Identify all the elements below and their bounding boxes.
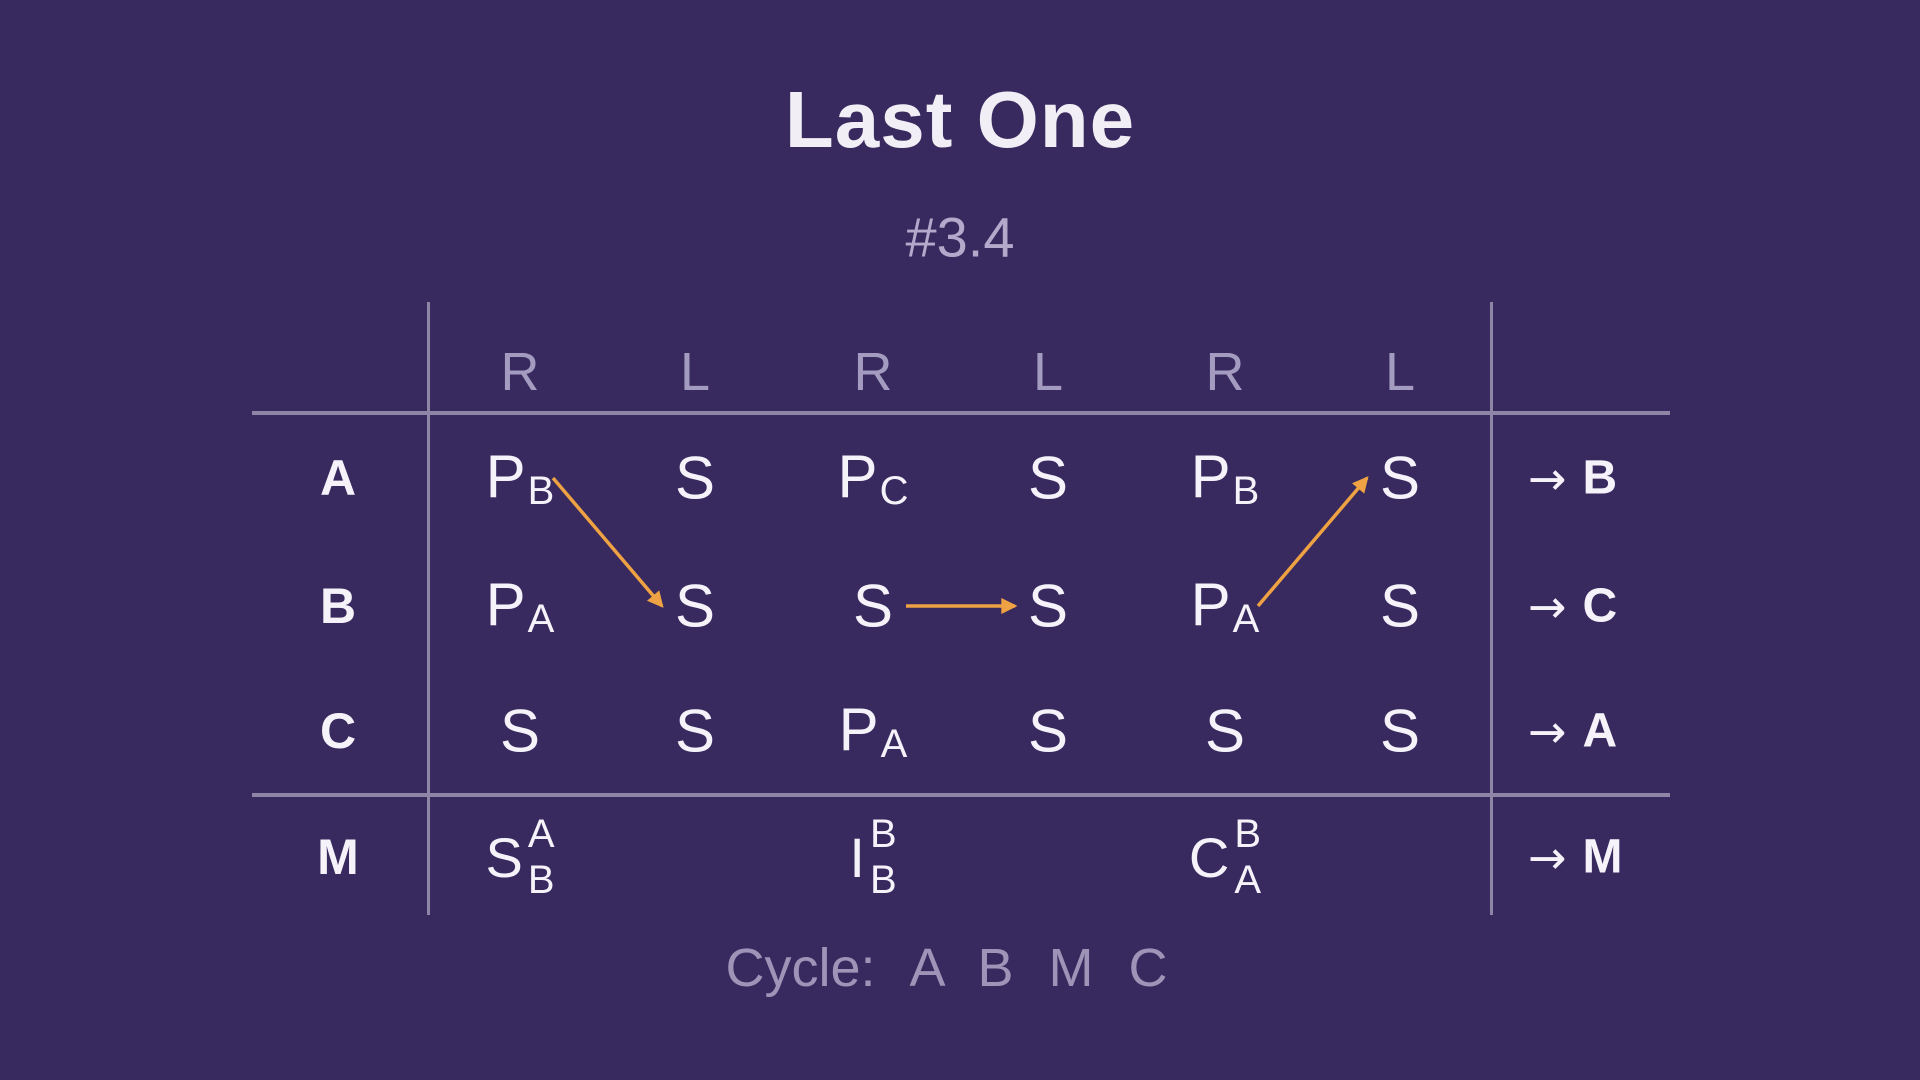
throw-main: P: [1190, 571, 1231, 638]
throw-main: S: [1379, 444, 1421, 512]
becomes-c: → C: [1528, 579, 1617, 634]
throw-target-subscript: A: [880, 722, 908, 766]
throw-target-subscript: C: [879, 469, 909, 513]
throw-cell: S: [1028, 444, 1068, 513]
throw-cell: S: [675, 572, 715, 641]
page-title: Last One: [784, 75, 1136, 164]
throw-cell: S: [853, 572, 893, 641]
throw-main: S: [1379, 697, 1421, 765]
throw-cell: S: [500, 697, 540, 766]
cycle-footer: Cycle: A B M C: [725, 937, 1170, 999]
throw-cell: PC: [838, 442, 909, 514]
throw-main: S: [674, 697, 716, 765]
throw-main: P: [485, 571, 526, 638]
throw-main: S: [852, 572, 894, 640]
throw-cell: S: [1380, 444, 1420, 513]
throw-target-subscript: A: [527, 597, 555, 641]
throw-cell: PA: [839, 695, 908, 767]
becomes-m: → M: [1528, 830, 1623, 885]
manipulation-superscript: B: [869, 812, 897, 856]
causal-arrow: [1256, 476, 1369, 608]
grid-line-vertical-left: [427, 302, 430, 915]
throw-cell: S: [675, 444, 715, 513]
next-role-letter: M: [1582, 830, 1623, 884]
throw-main: S: [499, 697, 541, 765]
row-label-a: A: [319, 450, 357, 506]
row-label-c: C: [319, 703, 357, 759]
manipulation-subscript: A: [1234, 858, 1262, 902]
throw-main: S: [1027, 697, 1069, 765]
throw-main: P: [837, 443, 878, 510]
right-arrow-icon: →: [1528, 830, 1567, 884]
next-role-letter: A: [1582, 704, 1618, 758]
throw-cell: S: [1028, 572, 1068, 641]
throw-main: S: [1379, 572, 1421, 640]
throw-target-subscript: B: [527, 469, 555, 513]
throw-target-subscript: B: [1232, 469, 1260, 513]
row-label-b: B: [319, 578, 357, 634]
next-role-letter: B: [1582, 451, 1618, 505]
hand-header-1: R: [500, 342, 540, 402]
throw-main: P: [838, 696, 879, 763]
throw-cell: PA: [1191, 570, 1260, 642]
throw-main: S: [1027, 444, 1069, 512]
becomes-a: → A: [1528, 704, 1617, 759]
throw-main: S: [1204, 697, 1246, 765]
hand-header-3: R: [853, 342, 893, 402]
throw-cell: S: [1380, 697, 1420, 766]
throw-cell: S: [1028, 697, 1068, 766]
throw-cell: S: [675, 697, 715, 766]
throw-cell: PA: [486, 570, 555, 642]
grid-line-vertical-right: [1490, 302, 1493, 915]
pattern-number: #3.4: [905, 205, 1015, 269]
throw-main: S: [674, 572, 716, 640]
throw-main: S: [674, 444, 716, 512]
hand-header-5: R: [1205, 342, 1245, 402]
cycle-label: Cycle:: [725, 938, 876, 998]
right-arrow-icon: →: [1528, 451, 1567, 505]
manipulation-main: S: [485, 825, 523, 889]
becomes-b: → B: [1528, 451, 1617, 506]
row-label-m: M: [317, 829, 359, 885]
throw-main: S: [1027, 572, 1069, 640]
throw-cell: S: [1205, 697, 1245, 766]
manipulation-main: C: [1188, 825, 1230, 889]
manipulation-subscript: B: [869, 858, 897, 902]
manipulation-superscript: B: [1234, 812, 1262, 856]
throw-target-subscript: A: [1232, 597, 1260, 641]
grid-line-horizontal-top: [252, 411, 1670, 415]
grid-line-horizontal-bottom: [252, 793, 1670, 797]
hand-header-4: L: [1032, 342, 1064, 402]
next-role-letter: C: [1582, 579, 1618, 633]
right-arrow-icon: →: [1528, 704, 1567, 758]
throw-main: P: [485, 443, 526, 510]
cycle-sequence: A B M C: [909, 938, 1171, 998]
manipulation-main: I: [849, 825, 865, 889]
hand-header-2: L: [679, 342, 711, 402]
manipulation-subscript: B: [527, 858, 555, 902]
hand-header-6: L: [1384, 342, 1416, 402]
manipulation-superscript: A: [527, 812, 555, 856]
throw-main: P: [1190, 443, 1231, 510]
throw-cell: PB: [1191, 442, 1260, 514]
throw-cell: PB: [486, 442, 555, 514]
right-arrow-icon: →: [1528, 579, 1567, 633]
causal-arrow: [551, 476, 664, 608]
throw-cell: S: [1380, 572, 1420, 641]
